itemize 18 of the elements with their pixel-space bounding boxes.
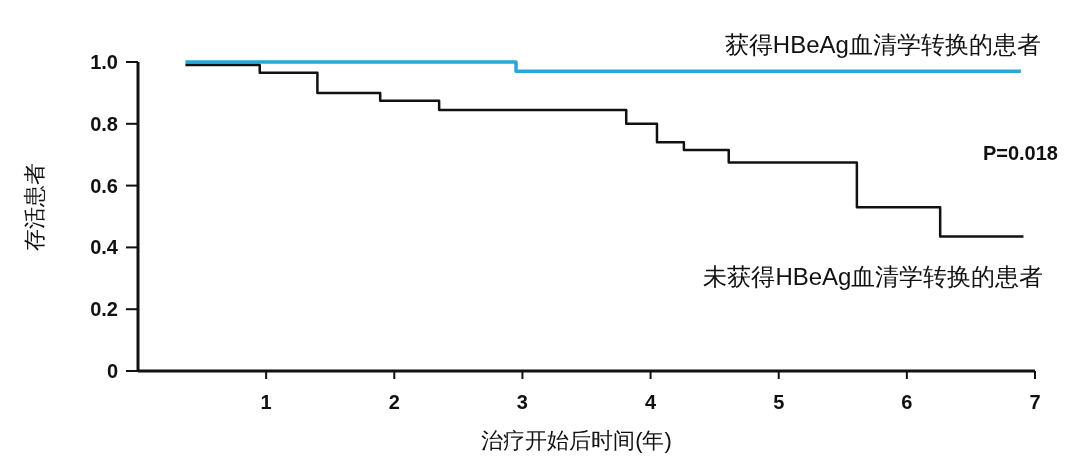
series-label: 获得HBeAg血清学转换的患者 bbox=[724, 31, 1041, 59]
y-tick-label: 0 bbox=[106, 360, 118, 382]
y-tick-label: 0.8 bbox=[90, 112, 118, 135]
y-tick-label: 1.0 bbox=[90, 51, 118, 73]
y-tick-label: 0.2 bbox=[90, 298, 118, 321]
annotation: P=0.018 bbox=[982, 142, 1058, 164]
x-tick-label: 4 bbox=[645, 391, 658, 413]
x-tick-label: 6 bbox=[901, 391, 913, 413]
series-label: 未获得HBeAg血清学转换的患者 bbox=[703, 262, 1044, 290]
x-tick-label: 3 bbox=[516, 391, 528, 413]
x-tick-label: 5 bbox=[773, 391, 785, 413]
x-tick-label: 1 bbox=[260, 391, 272, 413]
x-axis-title: 治疗开始后时间(年) bbox=[481, 428, 672, 453]
x-tick-label: 2 bbox=[388, 391, 400, 413]
y-axis-title: 存活患者 bbox=[22, 162, 47, 251]
x-tick-label: 7 bbox=[1029, 391, 1041, 413]
y-tick-label: 0.4 bbox=[90, 236, 119, 259]
y-tick-label: 0.6 bbox=[90, 174, 118, 197]
